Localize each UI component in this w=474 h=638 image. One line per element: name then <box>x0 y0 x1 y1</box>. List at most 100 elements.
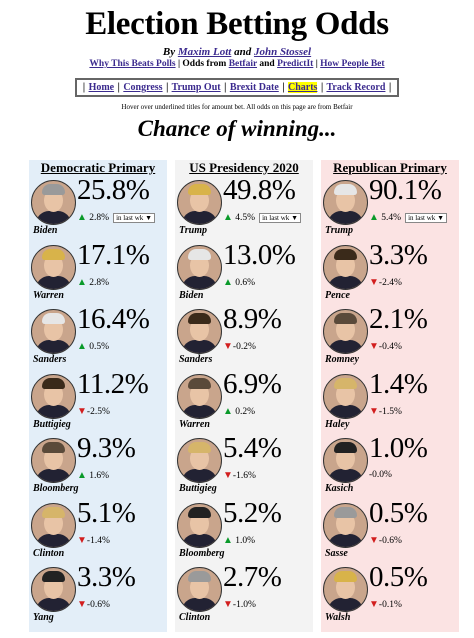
change-value: 1.6% <box>89 471 110 481</box>
candidate-photo <box>323 373 368 419</box>
betfair-link[interactable]: Betfair <box>228 59 258 69</box>
nav-trump-out[interactable]: Trump Out <box>171 82 221 93</box>
chevron-down-icon: ▼ <box>437 213 444 222</box>
avatar-shirt <box>182 404 217 418</box>
avatar-hair <box>188 248 211 260</box>
chevron-down-icon: ▼ <box>145 213 152 222</box>
candidate-entry: Clinton 5.1% ▼-1.4% <box>29 497 167 567</box>
down-arrow-icon: ▼ <box>223 341 233 352</box>
chance-heading: Chance of winning... <box>137 116 337 141</box>
candidate-name: Biden <box>33 225 58 236</box>
weekly-change: ▲ 1.6% <box>77 470 109 481</box>
win-percentage: 11.2% <box>77 367 149 400</box>
avatar-hair <box>334 313 357 324</box>
change-value: 4.5% <box>235 213 256 223</box>
weekly-change: ▼-0.6% <box>77 599 110 610</box>
candidate-entry: Trump 90.1% ▲ 5.4% in last wk ▼ <box>321 174 459 244</box>
candidate-photo <box>177 438 222 483</box>
weekly-change: ▲ 2.8% in last wk ▼ <box>77 212 155 223</box>
avatar-shirt <box>182 533 217 547</box>
weekly-change: ▼-0.4% <box>369 341 402 352</box>
chevron-down-icon: ▼ <box>291 213 298 222</box>
column-title[interactable]: Republican Primary <box>333 160 447 175</box>
nav-home[interactable]: Home <box>88 82 115 93</box>
column-republican-primary: Republican Primary Trump 90.1% ▲ 5.4% in la… <box>321 160 459 632</box>
author-link-lott[interactable]: Maxim Lott <box>177 46 232 58</box>
candidate-entry: Biden 13.0% ▲ 0.6% <box>175 239 313 309</box>
candidate-entry: Haley 1.4% ▼-1.5% <box>321 368 459 438</box>
weekly-change: ▼-0.2% <box>223 341 256 352</box>
win-percentage: 17.1% <box>77 238 150 271</box>
candidate-entry: Buttigieg 5.4% ▼-1.6% <box>175 432 313 502</box>
weekly-change: ▲ 5.4% in last wk ▼ <box>369 212 447 223</box>
weekly-change: -0.0% <box>369 470 392 480</box>
avatar-shirt <box>328 598 363 611</box>
byline: By Maxim Lott and John Stossel <box>0 46 474 58</box>
candidate-name: Walsh <box>325 612 351 623</box>
up-arrow-icon: ▲ <box>77 276 87 288</box>
down-arrow-icon: ▼ <box>369 534 379 546</box>
author-link-stossel[interactable]: John Stossel <box>253 46 312 58</box>
win-percentage: 1.4% <box>369 367 428 400</box>
candidate-name: Bloomberg <box>33 483 79 494</box>
win-percentage: 49.8% <box>223 174 296 206</box>
avatar-hair <box>42 184 65 195</box>
why-beats-polls-link[interactable]: Why This Beats Polls <box>89 59 176 69</box>
predictit-link[interactable]: PredictIt <box>277 59 314 69</box>
avatar-hair <box>42 248 65 260</box>
nav-charts[interactable]: Charts <box>287 82 318 93</box>
nav-track-record[interactable]: Track Record <box>326 82 386 93</box>
column-title[interactable]: Democratic Primary <box>40 160 156 175</box>
win-percentage: 9.3% <box>77 432 136 464</box>
candidate-photo <box>31 502 76 548</box>
candidate-photo <box>31 244 76 290</box>
candidate-entry: Sanders 8.9% ▼-0.2% <box>175 303 313 373</box>
win-percentage: 3.3% <box>77 561 136 593</box>
avatar-hair <box>188 442 211 453</box>
weekly-change: ▲ 0.6% <box>223 277 255 288</box>
change-value: -1.4% <box>86 535 110 546</box>
candidate-entry: Walsh 0.5% ▼-0.1% <box>321 561 459 631</box>
avatar-hair <box>42 442 65 453</box>
hover-note: Hover over underlined titles for amount … <box>121 103 353 111</box>
nav-brexit-date[interactable]: Brexit Date <box>229 82 279 93</box>
up-arrow-icon: ▲ <box>77 212 87 223</box>
avatar-shirt <box>182 598 217 611</box>
candidate-entry: Trump 49.8% ▲ 4.5% in last wk ▼ <box>175 174 313 244</box>
timeframe-select[interactable]: in last wk ▼ <box>259 212 301 223</box>
down-arrow-icon: ▼ <box>77 599 87 610</box>
avatar-shirt <box>328 211 363 224</box>
win-percentage: 16.4% <box>77 303 150 335</box>
avatar-hair <box>188 184 211 195</box>
weekly-change: ▼-1.6% <box>223 470 256 481</box>
timeframe-select[interactable]: in last wk ▼ <box>113 212 155 223</box>
candidate-photo <box>31 180 76 225</box>
column-title[interactable]: US Presidency 2020 <box>189 160 299 175</box>
avatar-hair <box>334 442 357 453</box>
nav-congress[interactable]: Congress <box>123 82 163 93</box>
change-value: -0.0% <box>369 470 392 480</box>
candidate-photo <box>177 373 222 419</box>
candidate-name: Buttigieg <box>179 483 217 494</box>
candidate-name: Haley <box>325 418 350 430</box>
column-democratic-primary: Democratic Primary Biden 25.8% ▲ 2.8% in la… <box>29 160 167 632</box>
how-people-bet-link[interactable]: How People Bet <box>320 59 385 69</box>
odds-columns: Democratic Primary Biden 25.8% ▲ 2.8% in la… <box>0 160 474 632</box>
change-value: -0.6% <box>378 535 402 546</box>
candidate-photo <box>31 309 76 354</box>
candidate-entry: Bloomberg 9.3% ▲ 1.6% <box>29 432 167 502</box>
avatar-hair <box>334 248 357 260</box>
candidate-photo <box>177 502 222 548</box>
candidate-name: Sanders <box>179 354 213 365</box>
weekly-change: ▲ 2.8% <box>77 277 109 288</box>
change-value: -2.4% <box>378 277 402 288</box>
candidate-name: Kasich <box>325 483 354 494</box>
candidate-entry: Pence 3.3% ▼-2.4% <box>321 239 459 309</box>
candidate-entry: Bloomberg 5.2% ▲ 1.0% <box>175 497 313 567</box>
down-arrow-icon: ▼ <box>223 599 233 610</box>
avatar-shirt <box>36 340 71 353</box>
change-value: 0.2% <box>235 406 256 417</box>
timeframe-select[interactable]: in last wk ▼ <box>405 212 447 223</box>
win-percentage: 0.5% <box>369 496 428 529</box>
candidate-name: Sanders <box>33 354 67 365</box>
